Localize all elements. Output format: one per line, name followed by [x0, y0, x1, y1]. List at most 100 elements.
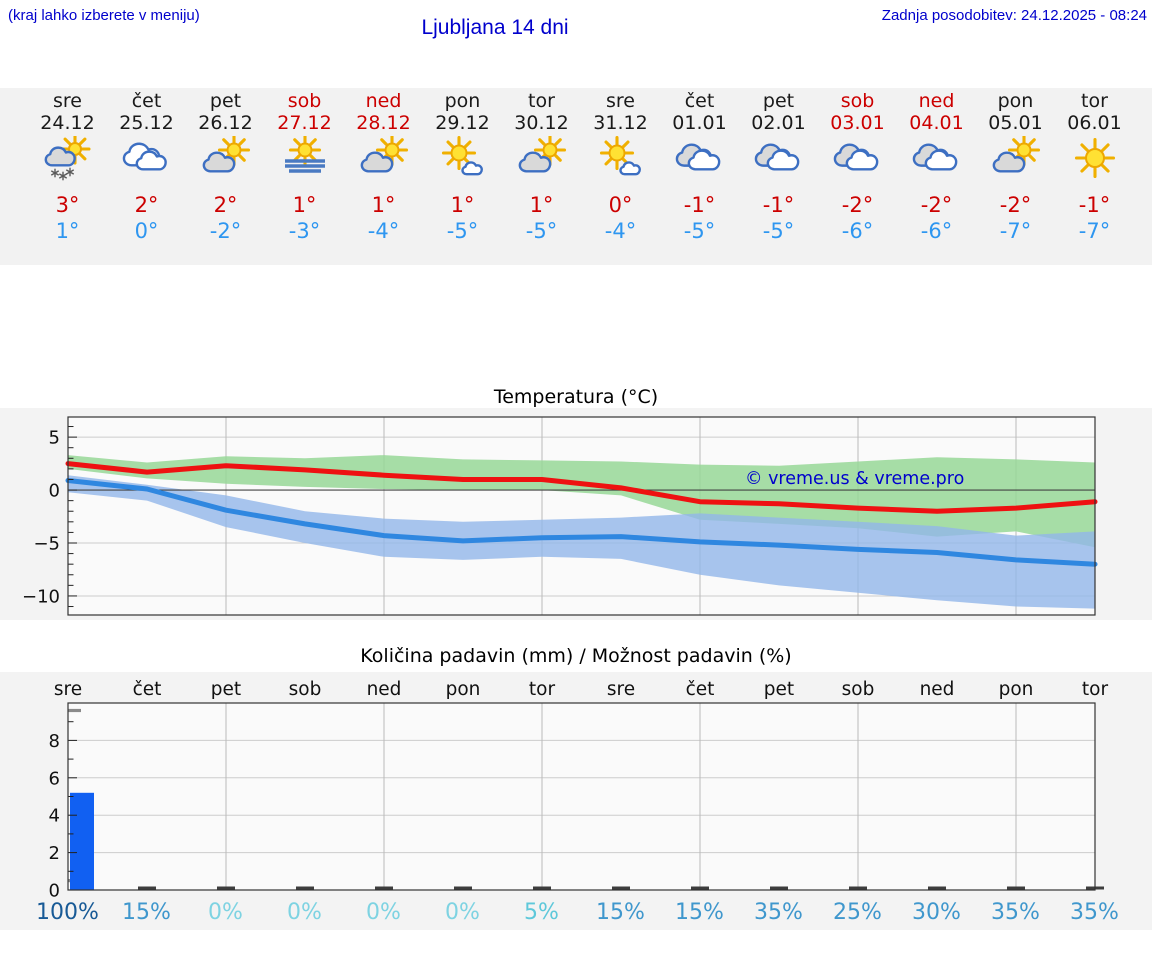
precip-day-label: ned: [367, 679, 402, 700]
precip-y-tick-label: 6: [49, 768, 60, 789]
high-temperature: 1°: [450, 193, 475, 217]
day-name: sre: [606, 90, 635, 112]
forecast-day-column: sob 03.01 -2° -6°: [818, 90, 897, 244]
forecast-day-column: ned 28.12 1° -4°: [344, 90, 423, 244]
low-temperature: -7°: [999, 219, 1032, 243]
forecast-strip: sre 24.12 3° 1° čet 25.12 2° 0° pet 26.12 2° -2° sob…: [0, 88, 1152, 265]
low-temperature: -4°: [604, 219, 637, 243]
precipitation-chart: sre čet pet sob ned pon tor sre čet pet sob ned pon t…: [49, 679, 1109, 900]
partly-cloudy-icon: [202, 136, 250, 173]
day-date: 26.12: [198, 112, 253, 134]
precip-day-label: pon: [999, 679, 1034, 700]
forecast-columns: sre 24.12 3° 1° čet 25.12 2° 0° pet 26.12 2° -2° sob…: [28, 90, 1134, 244]
day-name: tor: [1081, 90, 1108, 112]
forecast-day-column: pon 05.01 -2° -7°: [976, 90, 1055, 244]
precipitation-probability: 0%: [208, 900, 243, 925]
low-temperature: -7°: [1078, 219, 1111, 243]
cloudy-icon: [122, 142, 167, 171]
precipitation-probability-row: 100% 15% 0% 0% 0% 0% 5% 15% 15% 35% 25% 30% 35% 35%: [28, 898, 1134, 928]
forecast-day-column: tor 30.12 1° -5°: [502, 90, 581, 244]
precipitation-probability: 35%: [754, 900, 803, 925]
precip-day-label: pon: [446, 679, 481, 700]
high-temperature: -1°: [1078, 193, 1111, 217]
precip-day-label: čet: [133, 679, 162, 700]
cloudy-gray-icon: [675, 143, 720, 171]
high-temperature: 1°: [371, 193, 396, 217]
precipitation-probability: 35%: [991, 900, 1040, 925]
day-date: 29.12: [435, 112, 490, 134]
high-temperature: 2°: [213, 193, 238, 217]
partly-cloudy-icon: [992, 136, 1040, 173]
day-date: 24.12: [40, 112, 95, 134]
temperature-chart: −10 −5 0 5 © vreme.us & vreme.pro: [22, 416, 1098, 616]
forecast-day-column: sre 31.12 0° -4°: [581, 90, 660, 244]
day-name: čet: [684, 90, 715, 112]
high-temperature: 1°: [292, 193, 317, 217]
precip-bar: [70, 792, 94, 890]
temperature-chart-title: Temperatura (°C): [493, 386, 659, 408]
low-temperature: -5°: [446, 219, 479, 243]
day-date: 30.12: [514, 112, 569, 134]
min_temperature-line: [65, 478, 1098, 567]
precip-day-label: sob: [289, 679, 322, 700]
day-name: ned: [918, 90, 955, 112]
precipitation-probability: 35%: [1070, 900, 1119, 925]
low-temperature: -5°: [762, 219, 795, 243]
high-temperature: 2°: [134, 193, 159, 217]
low-temperature: -2°: [209, 219, 242, 243]
precipitation-probability: 30%: [912, 900, 961, 925]
low-temperature: 1°: [55, 219, 80, 243]
forecast-day-column: pet 02.01 -1° -5°: [739, 90, 818, 244]
precip-day-label: čet: [686, 679, 715, 700]
forecast-day-column: sob 27.12 1° -3°: [265, 90, 344, 244]
location-menu-note: (kraj lahko izberete v meniju): [8, 7, 200, 24]
precip-zero-marker: [454, 886, 472, 890]
forecast-day-column: sre 24.12 3° 1°: [28, 90, 107, 244]
precip-zero-marker: [533, 886, 551, 890]
high-temperature: 1°: [529, 193, 554, 217]
precip-y-tick-label: 2: [49, 843, 60, 864]
temp-y-tick-label: −5: [33, 534, 60, 555]
precipitation-probability: 100%: [36, 900, 99, 925]
precip-day-label: tor: [529, 679, 556, 700]
precip-day-label: sre: [54, 679, 82, 700]
forecast-day-column: ned 04.01 -2° -6°: [897, 90, 976, 244]
watermark: © vreme.us & vreme.pro: [745, 469, 964, 489]
min_temperature_range-band: [68, 475, 1095, 609]
low-temperature: -6°: [920, 219, 953, 243]
low-temperature: -5°: [525, 219, 558, 243]
day-name: ned: [365, 90, 402, 112]
day1-precip-max-marker: [68, 708, 81, 713]
precip-zero-marker: [928, 886, 946, 890]
precipitation-probability: 0%: [287, 900, 322, 925]
precip-zero-marker: [1007, 886, 1025, 890]
precip-zero-marker: [138, 886, 156, 890]
precip-day-label: ned: [920, 679, 955, 700]
partly-cloudy-icon: [518, 136, 566, 173]
snow-shower-icon: [44, 136, 91, 181]
precipitation-chart-title: Količina padavin (mm) / Možnost padavin …: [360, 645, 792, 667]
day-date: 31.12: [593, 112, 648, 134]
day-date: 02.01: [751, 112, 806, 134]
day-name: čet: [131, 90, 162, 112]
precip-zero-marker: [375, 886, 393, 890]
day-name: tor: [528, 90, 555, 112]
precip-zero-marker: [612, 886, 630, 890]
precip-day-label: sob: [842, 679, 875, 700]
day-name: pet: [209, 90, 242, 112]
precipitation-probability: 15%: [675, 900, 724, 925]
high-temperature: -2°: [920, 193, 953, 217]
forecast-day-column: pon 29.12 1° -5°: [423, 90, 502, 244]
precip-zero-marker: [849, 886, 867, 890]
fog-icon: [284, 136, 325, 173]
precipitation-probability: 15%: [122, 900, 171, 925]
high-temperature: -1°: [762, 193, 795, 217]
precip-day-label: tor: [1082, 679, 1109, 700]
max_temperature-line: [65, 461, 1098, 514]
cloudy-gray-icon: [912, 143, 957, 171]
day-name: pon: [444, 90, 481, 112]
day-date: 04.01: [909, 112, 964, 134]
temp-y-tick-label: 0: [49, 481, 60, 502]
day-name: pet: [762, 90, 795, 112]
